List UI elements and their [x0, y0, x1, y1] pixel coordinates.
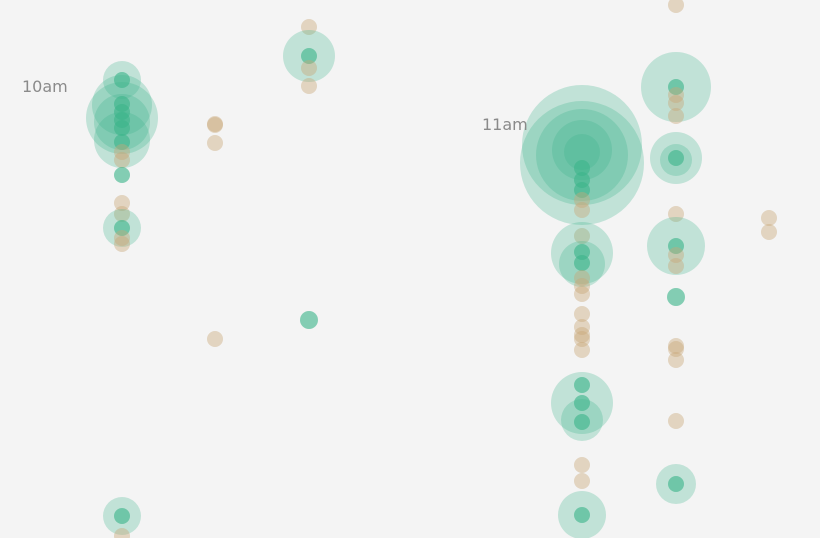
time-label-11am: 11am	[482, 115, 528, 134]
secondary-dot-52[interactable]	[574, 319, 590, 335]
event-bubble-85[interactable]	[668, 476, 684, 492]
secondary-dot-27[interactable]	[301, 19, 317, 35]
secondary-dot-48[interactable]	[574, 270, 590, 286]
secondary-dot-61[interactable]	[574, 457, 590, 473]
event-bubble-47[interactable]	[574, 255, 590, 271]
secondary-dot-53[interactable]	[574, 327, 590, 343]
secondary-dot-26[interactable]	[207, 331, 223, 347]
event-bubble-32[interactable]	[300, 311, 318, 329]
secondary-dot-54[interactable]	[574, 331, 590, 347]
event-bubble-33[interactable]	[522, 85, 642, 205]
secondary-dot-42[interactable]	[574, 202, 590, 218]
secondary-dot-11[interactable]	[114, 144, 130, 160]
event-bubble-9[interactable]	[114, 120, 130, 136]
secondary-dot-78[interactable]	[668, 258, 684, 274]
secondary-dot-24[interactable]	[207, 117, 223, 133]
event-bubble-35[interactable]	[536, 109, 628, 201]
secondary-dot-14[interactable]	[114, 195, 130, 211]
event-bubble-76[interactable]	[668, 238, 684, 254]
secondary-dot-69[interactable]	[668, 95, 684, 111]
secondary-dot-82[interactable]	[668, 352, 684, 368]
secondary-dot-77[interactable]	[668, 247, 684, 263]
event-bubble-17[interactable]	[114, 220, 130, 236]
event-bubble-46[interactable]	[574, 244, 590, 260]
secondary-dot-50[interactable]	[574, 286, 590, 302]
event-bubble-64[interactable]	[574, 507, 590, 523]
secondary-dot-23[interactable]	[207, 116, 223, 132]
secondary-dot-49[interactable]	[574, 278, 590, 294]
secondary-dot-19[interactable]	[114, 236, 130, 252]
secondary-dot-30[interactable]	[301, 60, 317, 76]
event-bubble-5[interactable]	[114, 72, 130, 88]
secondary-dot-62[interactable]	[574, 473, 590, 489]
secondary-dot-86[interactable]	[761, 210, 777, 226]
event-bubble-59[interactable]	[574, 395, 590, 411]
event-bubble-37[interactable]	[564, 134, 600, 170]
secondary-dot-68[interactable]	[668, 87, 684, 103]
secondary-dot-51[interactable]	[574, 306, 590, 322]
secondary-dot-41[interactable]	[574, 192, 590, 208]
event-bubble-13[interactable]	[114, 167, 130, 183]
event-bubble-29[interactable]	[301, 48, 317, 64]
secondary-dot-87[interactable]	[761, 224, 777, 240]
secondary-dot-70[interactable]	[668, 108, 684, 124]
secondary-dot-22[interactable]	[114, 528, 130, 538]
event-bubble-21[interactable]	[114, 508, 130, 524]
secondary-dot-55[interactable]	[574, 342, 590, 358]
secondary-dot-43[interactable]	[574, 228, 590, 244]
event-bubble-60[interactable]	[574, 414, 590, 430]
event-bubble-73[interactable]	[668, 150, 684, 166]
secondary-dot-81[interactable]	[668, 341, 684, 357]
event-bubble-67[interactable]	[668, 79, 684, 95]
time-label-10am: 10am	[22, 77, 68, 96]
secondary-dot-31[interactable]	[301, 78, 317, 94]
event-bubble-40[interactable]	[574, 182, 590, 198]
secondary-dot-12[interactable]	[114, 152, 130, 168]
event-bubble-10[interactable]	[114, 134, 130, 150]
bubble-layer	[86, 0, 777, 538]
secondary-dot-25[interactable]	[207, 135, 223, 151]
event-bubble-58[interactable]	[574, 377, 590, 393]
event-bubble-79[interactable]	[667, 288, 685, 306]
secondary-dot-80[interactable]	[668, 338, 684, 354]
event-bubble-38[interactable]	[574, 160, 590, 176]
secondary-dot-83[interactable]	[668, 413, 684, 429]
event-bubble-36[interactable]	[552, 120, 612, 180]
secondary-dot-18[interactable]	[114, 230, 130, 246]
secondary-dot-74[interactable]	[668, 206, 684, 222]
secondary-dot-15[interactable]	[114, 206, 130, 222]
secondary-dot-65[interactable]	[668, 0, 684, 13]
